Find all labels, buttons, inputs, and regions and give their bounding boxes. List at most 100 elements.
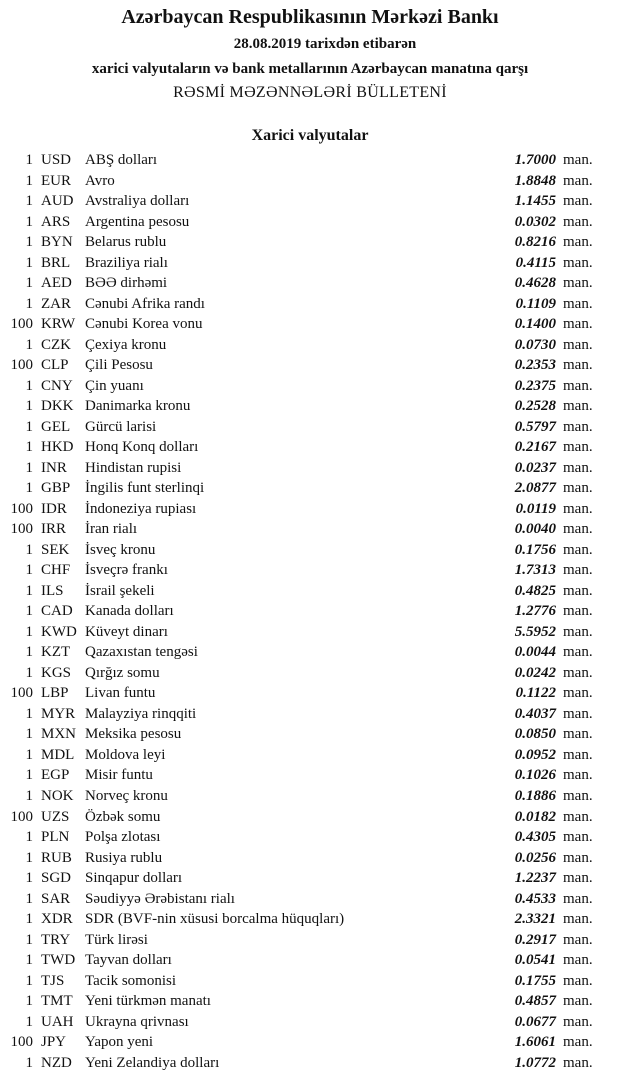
currency-code: BRL [41, 254, 71, 271]
currency-code: RUB [41, 849, 72, 866]
rate-value: 2.3321 [514, 911, 556, 928]
currency-name: Səudiyyə Ərəbistanı rialı [85, 890, 235, 907]
rate-quantity: 100 [10, 500, 34, 517]
rate-unit: man. [563, 705, 593, 722]
rate-row: 1 NOK Norveç kronu 0.1886 man. [0, 786, 620, 807]
currency-name: Küveyt dinarı [85, 623, 168, 640]
rate-value: 0.0044 [514, 644, 556, 661]
rate-row: 1 CNY Çin yuanı 0.2375 man. [0, 376, 620, 397]
rate-row: 1 GEL Gürcü larisi 0.5797 man. [0, 417, 620, 438]
rate-row: 100 IDR İndoneziya rupiası 0.0119 man. [0, 499, 620, 520]
currency-code: XDR [41, 911, 73, 928]
currency-name: Çili Pesosu [85, 357, 153, 374]
currency-name: Hindistan rupisi [85, 459, 182, 476]
rate-row: 100 KRW Cənubi Korea vonu 0.1400 man. [0, 314, 620, 335]
rate-quantity: 100 [10, 808, 34, 825]
currency-code: SGD [41, 870, 72, 887]
currency-name: Ukrayna qrivnası [85, 1013, 189, 1030]
currency-code: MXN [41, 726, 77, 743]
rate-value: 0.1026 [514, 767, 556, 784]
rate-quantity: 1 [25, 767, 34, 784]
currency-code: PLN [41, 829, 70, 846]
rate-value: 0.0182 [514, 808, 556, 825]
rate-quantity: 1 [25, 829, 34, 846]
rate-quantity: 1 [25, 377, 34, 394]
rate-unit: man. [563, 726, 593, 743]
currency-name: Yeni Zelandiya dolları [85, 1054, 220, 1071]
rate-unit: man. [563, 644, 593, 661]
rate-value: 0.1109 [515, 295, 556, 312]
rate-value: 0.0256 [514, 849, 556, 866]
rate-unit: man. [563, 275, 593, 292]
rate-value: 1.2237 [514, 870, 556, 887]
rate-value: 0.4037 [514, 705, 556, 722]
currency-code: TMT [41, 993, 73, 1010]
rate-unit: man. [563, 500, 593, 517]
currency-name: BƏƏ dirhəmi [85, 275, 168, 292]
rate-value: 0.0730 [514, 336, 556, 353]
rate-quantity: 1 [25, 336, 34, 353]
rate-quantity: 1 [25, 890, 34, 907]
rate-value: 1.0772 [514, 1054, 556, 1071]
rate-quantity: 1 [25, 644, 34, 661]
rate-unit: man. [563, 849, 593, 866]
currency-code: CHF [41, 562, 71, 579]
rate-unit: man. [563, 952, 593, 969]
rate-unit: man. [563, 152, 593, 168]
rate-unit: man. [563, 582, 593, 599]
currency-name: Polşa zlotası [85, 829, 161, 846]
rate-unit: man. [563, 193, 593, 210]
currency-code: CLP [41, 357, 69, 374]
rate-value: 1.8848 [514, 172, 556, 189]
rate-unit: man. [563, 972, 593, 989]
rate-unit: man. [563, 911, 593, 928]
rate-value: 0.1755 [514, 972, 556, 989]
rate-value: 0.0119 [515, 500, 556, 517]
rate-value: 2.0877 [514, 480, 556, 497]
currency-code: TWD [41, 952, 76, 969]
rate-quantity: 1 [25, 295, 34, 312]
rate-row: 1 TMT Yeni türkmən manatı 0.4857 man. [0, 991, 620, 1012]
currency-code: KWD [41, 623, 77, 640]
rate-unit: man. [563, 172, 593, 189]
rate-unit: man. [563, 1013, 593, 1030]
section-heading: Xarici valyutalar [251, 127, 369, 144]
bank-title: Azərbaycan Respublikasının Mərkəzi Bankı [121, 6, 499, 28]
rate-quantity: 1 [25, 418, 34, 435]
rate-value: 0.2375 [514, 377, 556, 394]
rate-row: 1 MDL Moldova leyi 0.0952 man. [0, 745, 620, 766]
currency-name: Özbək somu [85, 808, 161, 825]
rate-unit: man. [563, 234, 593, 251]
rate-unit: man. [563, 459, 593, 476]
rate-value: 0.4628 [514, 275, 556, 292]
rate-row: 1 SEK İsveç kronu 0.1756 man. [0, 540, 620, 561]
rate-unit: man. [563, 398, 593, 415]
rate-value: 0.2528 [514, 398, 556, 415]
currency-code: IRR [41, 521, 67, 538]
rate-quantity: 100 [10, 685, 34, 702]
rate-row: 1 RUB Rusiya rublu 0.0256 man. [0, 848, 620, 869]
rate-quantity: 1 [25, 213, 34, 230]
currency-code: MDL [41, 746, 75, 763]
rate-quantity: 1 [25, 664, 34, 681]
rate-value: 1.6061 [514, 1034, 556, 1051]
rate-row: 1 BRL Braziliya rialı 0.4115 man. [0, 253, 620, 274]
currency-code: UZS [41, 808, 70, 825]
rate-quantity: 100 [10, 357, 34, 374]
rate-row: 1 KGS Qırğız somu 0.0242 man. [0, 663, 620, 684]
currency-code: LBP [41, 685, 69, 702]
rate-quantity: 1 [25, 582, 34, 599]
rate-unit: man. [563, 336, 593, 353]
rate-value: 0.1886 [514, 787, 556, 804]
currency-code: NZD [41, 1054, 72, 1071]
rate-quantity: 1 [25, 870, 34, 887]
rate-row: 1 GBP İngilis funt sterlinqi 2.0877 man. [0, 478, 620, 499]
currency-code: SEK [41, 541, 70, 558]
rate-quantity: 1 [25, 172, 34, 189]
rate-value: 0.0677 [514, 1013, 556, 1030]
currency-name: Tayvan dolları [85, 952, 172, 969]
rate-quantity: 100 [10, 316, 34, 333]
currency-name: Kanada dolları [85, 603, 174, 620]
rate-value: 0.0242 [514, 664, 556, 681]
rate-row: 100 CLP Çili Pesosu 0.2353 man. [0, 355, 620, 376]
